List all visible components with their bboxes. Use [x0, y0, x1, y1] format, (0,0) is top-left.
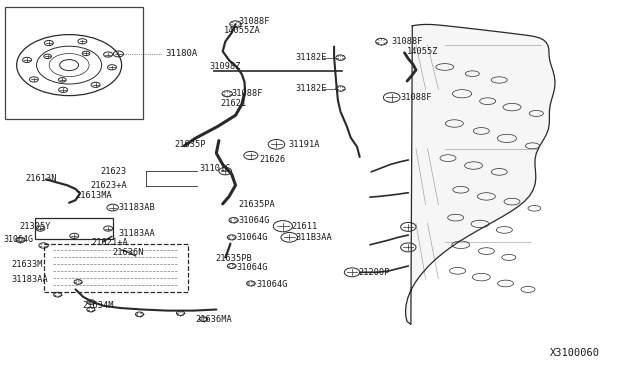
Text: 21200P: 21200P [358, 268, 390, 277]
Text: 31183AB: 31183AB [118, 203, 155, 212]
Text: 21623: 21623 [100, 167, 127, 176]
Text: 31101C: 31101C [200, 164, 231, 173]
Text: 21635PA: 21635PA [238, 200, 275, 209]
Text: 21636MA: 21636MA [195, 315, 232, 324]
Text: 31088F: 31088F [232, 89, 263, 98]
Text: 21634M: 21634M [82, 301, 113, 310]
Text: 21611: 21611 [291, 222, 317, 231]
Text: 21305Y: 21305Y [19, 222, 51, 231]
FancyBboxPatch shape [44, 244, 188, 292]
Text: 31182E: 31182E [296, 53, 327, 62]
Text: 31088F: 31088F [238, 17, 269, 26]
Text: 14055Z: 14055Z [407, 47, 438, 56]
Text: 21635P: 21635P [174, 140, 205, 149]
Text: 31088F: 31088F [400, 93, 431, 102]
Polygon shape [406, 25, 555, 324]
Text: 21626: 21626 [259, 155, 285, 164]
Text: 31064G: 31064G [256, 280, 287, 289]
Text: 31183AA: 31183AA [12, 275, 48, 284]
Text: 31064G: 31064G [237, 233, 268, 242]
Text: 31180A: 31180A [165, 49, 197, 58]
Text: 21621: 21621 [221, 99, 247, 108]
Text: 14055ZA: 14055ZA [224, 26, 260, 35]
Text: 21636N: 21636N [112, 248, 143, 257]
Text: 311B3AA: 311B3AA [296, 233, 332, 242]
Text: 31191A: 31191A [288, 140, 319, 149]
Text: 31098Z: 31098Z [210, 62, 241, 71]
Text: 21613N: 21613N [26, 174, 57, 183]
Text: 21621+A: 21621+A [91, 238, 127, 247]
Text: 31064G: 31064G [237, 263, 268, 272]
Text: 31064G: 31064G [238, 216, 269, 225]
Text: 21633M: 21633M [12, 260, 43, 269]
Text: 21635PB: 21635PB [215, 254, 252, 263]
Text: 31064G: 31064G [3, 235, 33, 244]
Text: 31088F: 31088F [392, 37, 423, 46]
Text: 21613MA: 21613MA [76, 191, 112, 200]
Text: 31182E: 31182E [296, 84, 327, 93]
Text: X3100060: X3100060 [550, 348, 600, 357]
Text: 21623+A: 21623+A [90, 182, 127, 190]
FancyBboxPatch shape [5, 7, 143, 119]
FancyBboxPatch shape [35, 218, 113, 239]
Text: 31183AA: 31183AA [118, 229, 155, 238]
